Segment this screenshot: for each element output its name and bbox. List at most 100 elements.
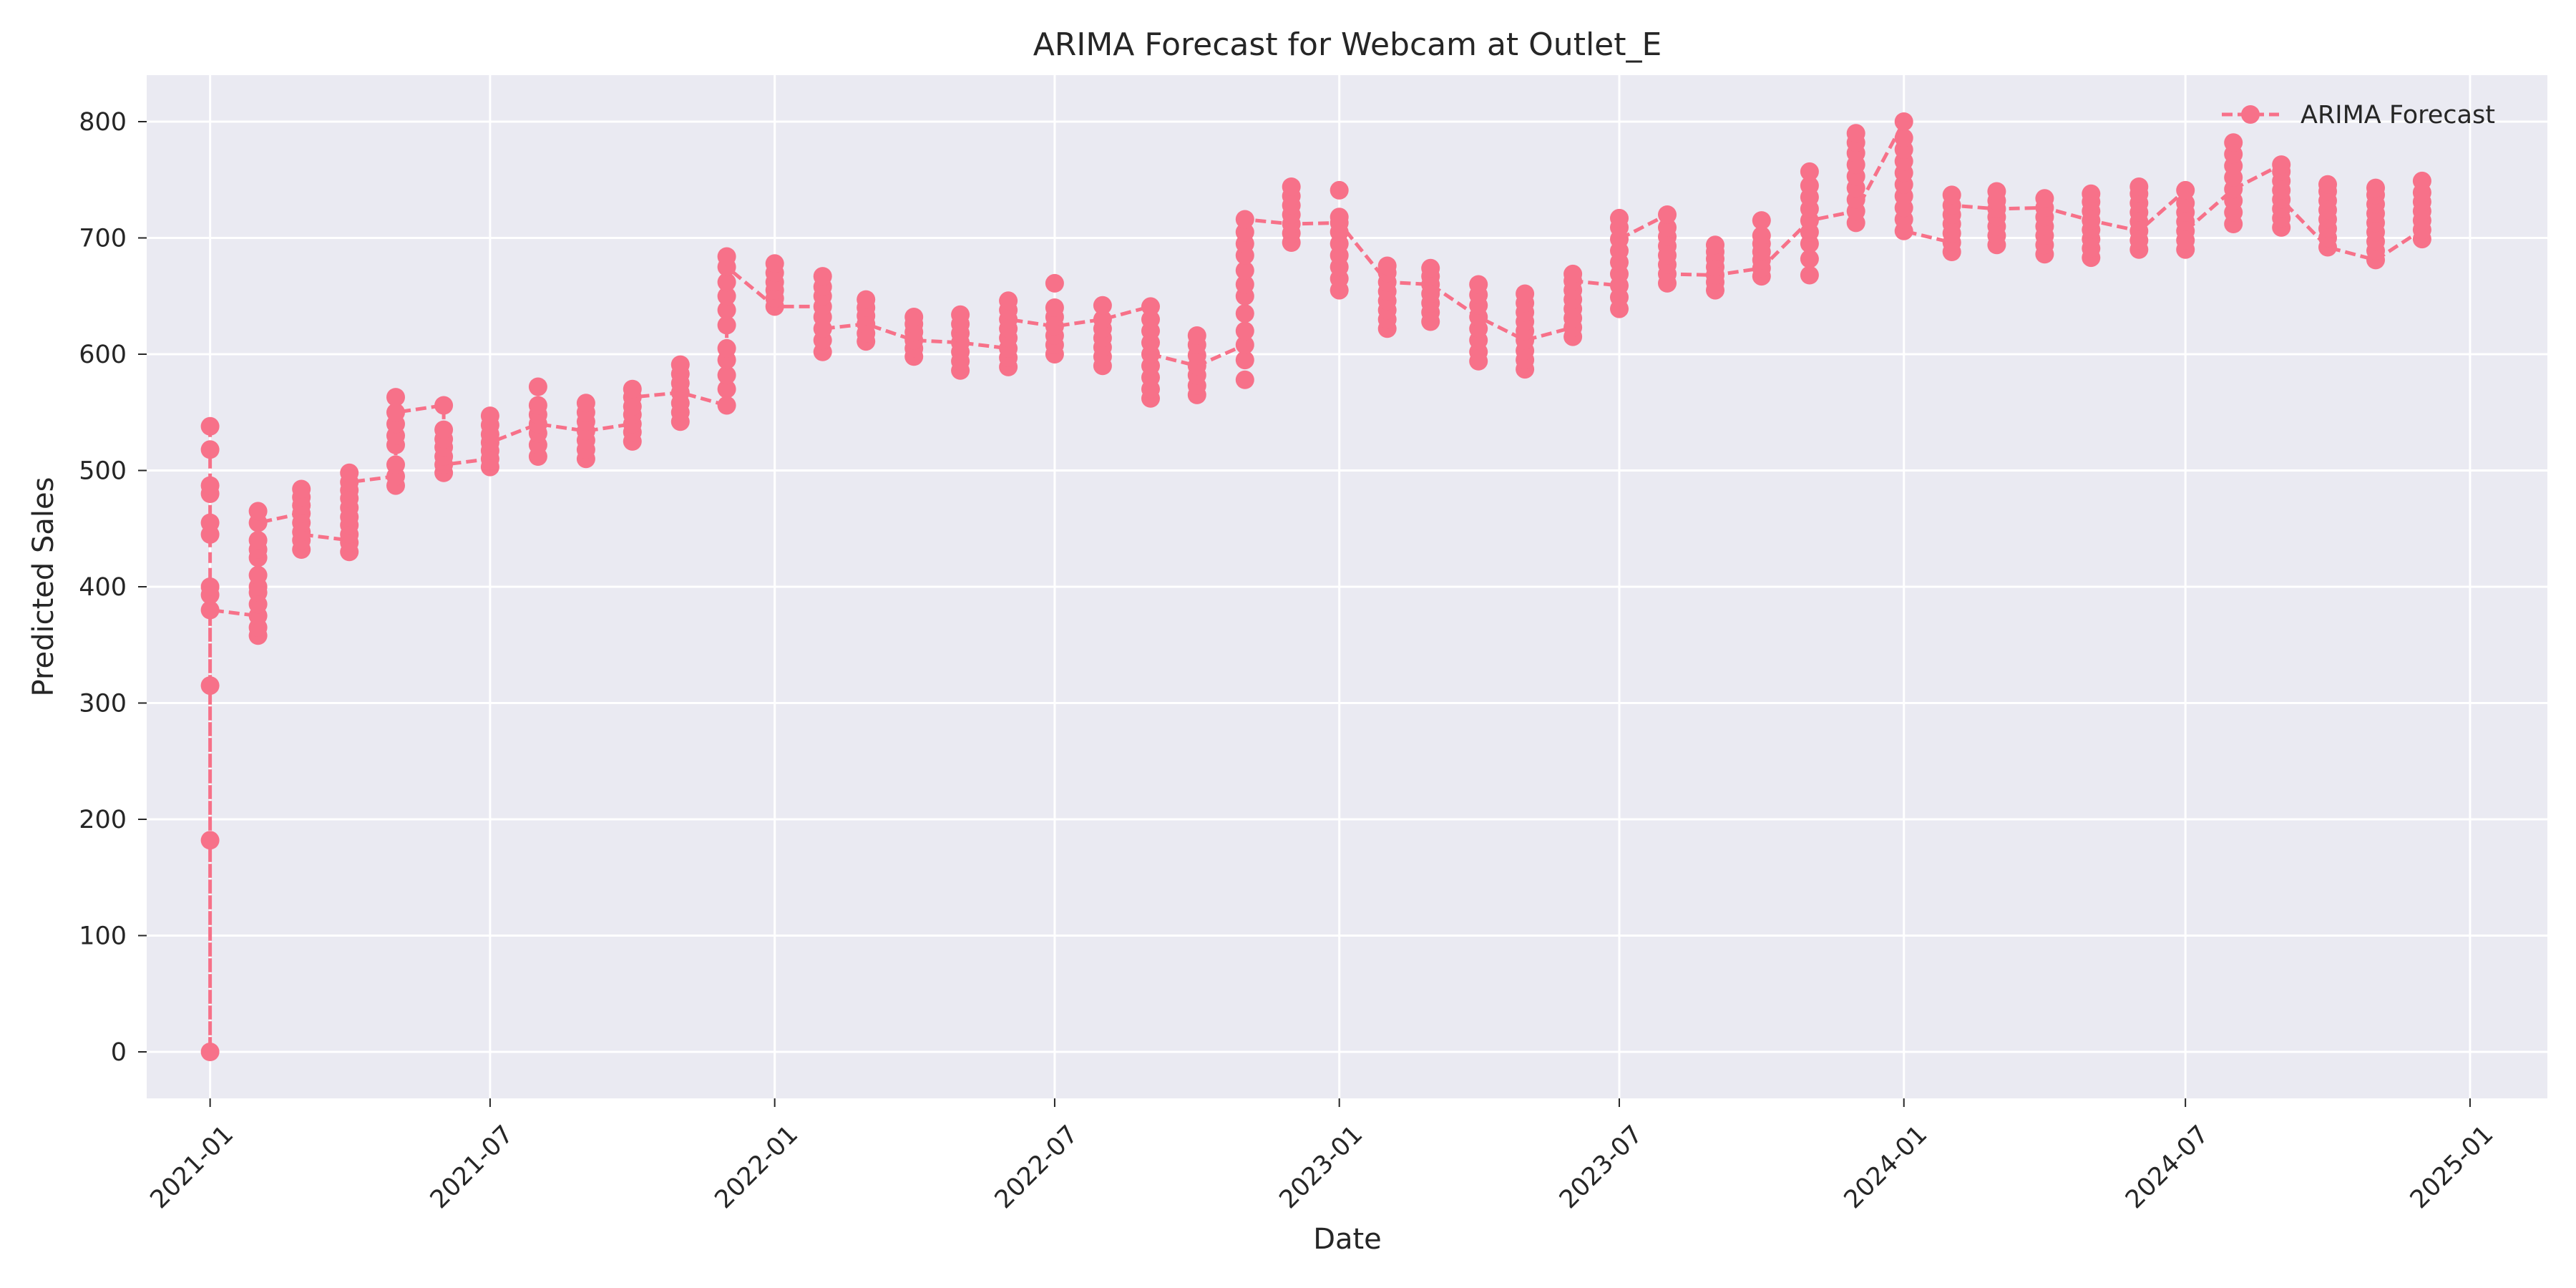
data-point	[1942, 185, 1961, 205]
data-point	[386, 403, 405, 422]
data-point	[1330, 208, 1349, 227]
data-point	[2366, 178, 2385, 197]
data-point	[999, 291, 1018, 311]
data-point	[200, 577, 220, 596]
data-point	[1282, 177, 1301, 196]
data-point	[1658, 205, 1677, 224]
y-tick-label: 300	[79, 690, 127, 718]
y-tick-label: 500	[79, 457, 127, 486]
data-point	[1658, 218, 1677, 237]
data-point	[717, 338, 736, 358]
data-point	[528, 377, 547, 396]
data-point	[1235, 261, 1254, 280]
data-point	[1235, 304, 1254, 323]
data-point	[1800, 249, 1819, 268]
data-point	[1187, 326, 1206, 345]
data-point	[717, 247, 736, 266]
x-tick-label: 2024-07	[2120, 1120, 2215, 1214]
data-point	[717, 396, 736, 415]
data-point	[1846, 124, 1865, 143]
x-axis-label: Date	[1313, 1223, 1382, 1256]
data-point	[951, 305, 970, 324]
y-tick-label: 0	[111, 1038, 127, 1067]
data-point	[434, 396, 454, 415]
data-point	[386, 455, 405, 474]
data-point	[717, 366, 736, 385]
data-point	[1516, 284, 1535, 303]
data-point	[200, 676, 220, 696]
data-point	[623, 379, 642, 399]
x-tick-label: 2023-07	[1554, 1120, 1649, 1214]
data-point	[1469, 275, 1488, 294]
data-point	[717, 286, 736, 306]
data-point	[1800, 162, 1819, 181]
data-point	[248, 502, 268, 521]
data-point	[2082, 184, 2101, 203]
x-tick-label: 2025-01	[2405, 1120, 2499, 1214]
data-point	[717, 379, 736, 399]
data-point	[1752, 226, 1771, 245]
data-point	[200, 600, 220, 620]
x-tick-label: 2021-01	[145, 1120, 240, 1214]
data-point	[2318, 175, 2337, 194]
data-point	[200, 416, 220, 436]
data-point	[1235, 336, 1254, 354]
data-point	[2129, 177, 2149, 196]
x-axis-ticks: 2021-01 2021-07 2022-01 2022-07 2023-01 2023-…	[145, 1098, 2499, 1214]
data-point	[1093, 310, 1112, 329]
data-point	[1141, 297, 1160, 316]
data-point	[576, 394, 595, 413]
legend-label-arima-forecast: ARIMA Forecast	[2301, 101, 2495, 130]
data-point	[1330, 180, 1349, 200]
data-point	[1987, 182, 2006, 201]
data-point	[813, 267, 832, 286]
y-tick-label: 400	[79, 573, 127, 602]
data-point	[292, 479, 311, 499]
data-point	[904, 308, 924, 326]
data-point	[1421, 258, 1440, 278]
data-point	[1800, 176, 1819, 195]
data-point	[857, 290, 876, 309]
data-point	[1235, 351, 1254, 370]
legend-marker	[2241, 105, 2260, 124]
data-point	[1235, 275, 1254, 294]
data-point	[717, 301, 736, 320]
data-point	[248, 531, 268, 550]
data-point	[248, 565, 268, 585]
data-point	[200, 1043, 220, 1061]
y-tick-label: 600	[79, 341, 127, 369]
data-point	[2412, 171, 2431, 190]
x-tick-label: 2021-07	[425, 1120, 519, 1214]
x-tick-label: 2023-01	[1274, 1120, 1369, 1214]
data-point	[1610, 208, 1629, 228]
data-point	[528, 396, 547, 415]
data-point	[386, 388, 405, 407]
data-point	[1093, 296, 1112, 315]
data-point	[200, 831, 220, 850]
data-point	[200, 513, 220, 532]
y-axis-label: Predicted Sales	[27, 477, 60, 697]
chart-title: ARIMA Forecast for Webcam at Outlet_E	[1033, 26, 1662, 63]
data-point	[2176, 193, 2195, 213]
data-point	[2224, 133, 2243, 152]
data-point	[717, 273, 736, 292]
data-point	[434, 420, 454, 439]
data-point	[1045, 273, 1064, 293]
y-tick-label: 800	[79, 108, 127, 137]
data-point	[670, 355, 690, 374]
data-point	[1752, 211, 1771, 230]
data-point	[2272, 155, 2291, 175]
series-layer	[200, 112, 2431, 1061]
y-tick-label: 100	[79, 922, 127, 951]
data-point	[1563, 264, 1583, 283]
y-axis-ticks: 0 100 200 300 400 500 600 700 800	[79, 108, 147, 1067]
data-point	[1141, 310, 1160, 329]
data-point	[200, 476, 220, 495]
data-point	[200, 440, 220, 459]
data-point	[2035, 189, 2054, 208]
data-point	[340, 463, 359, 482]
data-point	[1235, 210, 1254, 229]
data-point	[717, 316, 736, 335]
data-point	[1894, 128, 1913, 147]
